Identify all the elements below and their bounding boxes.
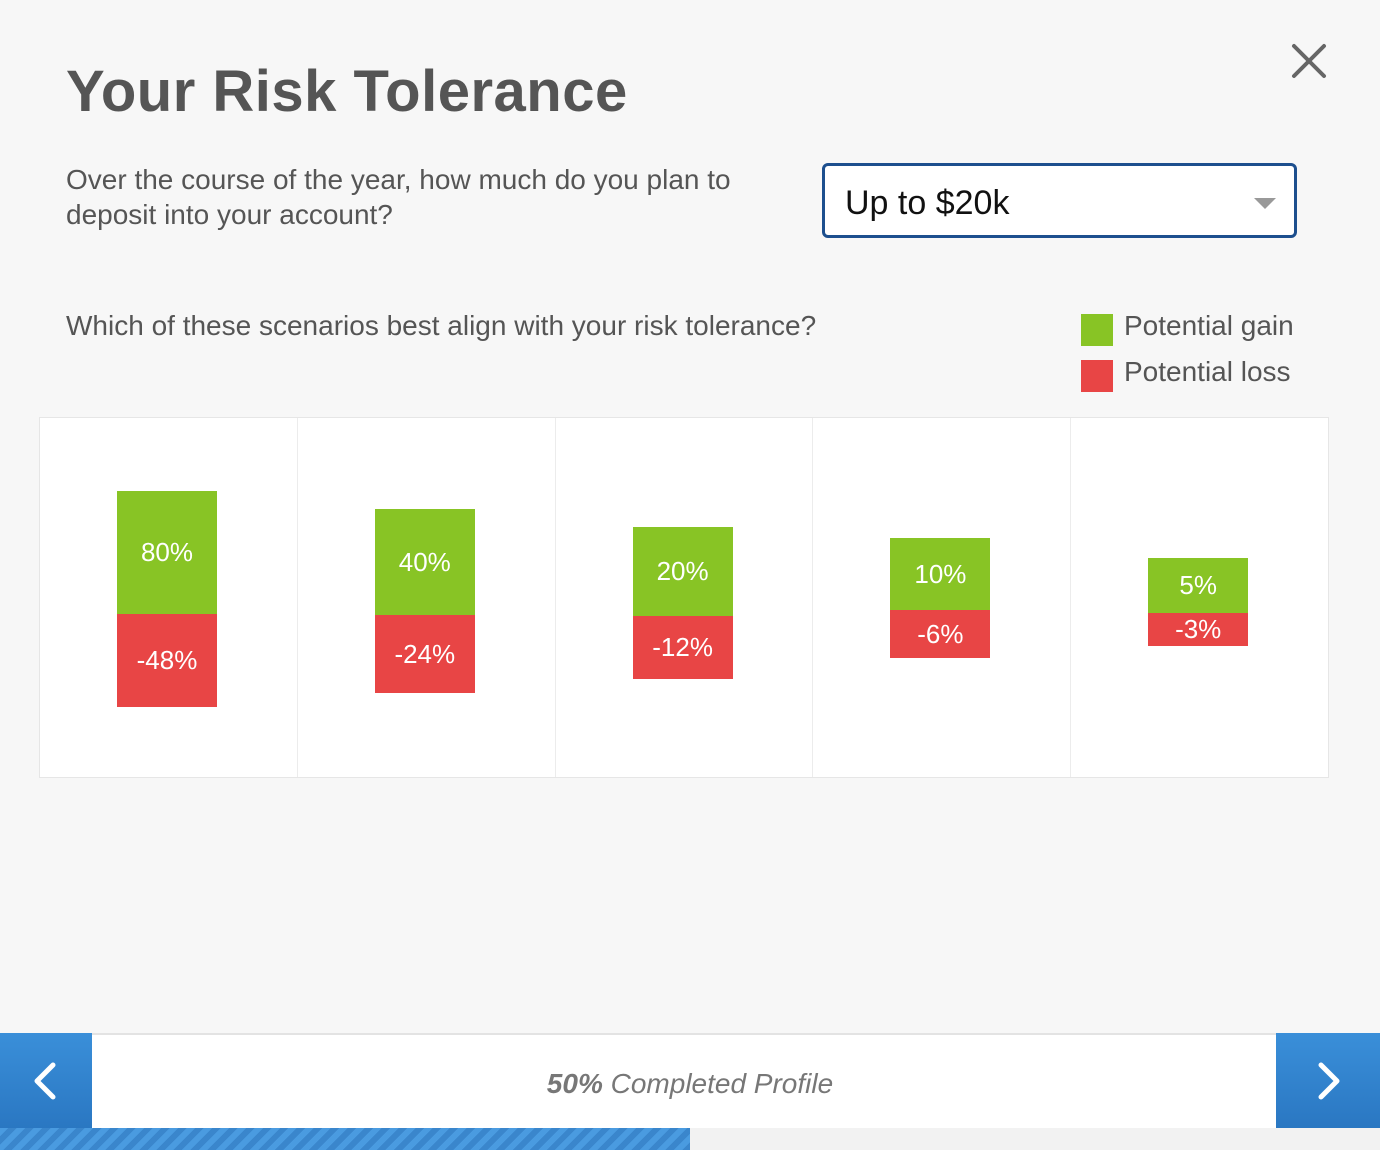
gain-bar: 10% bbox=[890, 538, 991, 610]
risk-question: Which of these scenarios best align with… bbox=[66, 310, 817, 341]
scenario-option-5[interactable]: 5% -3% bbox=[1071, 418, 1328, 777]
legend-label-gain: Potential gain bbox=[1124, 310, 1294, 341]
progress-percent: 50% bbox=[546, 1068, 603, 1099]
prev-button[interactable] bbox=[0, 1033, 92, 1128]
progress-bar bbox=[0, 1128, 1380, 1150]
legend-label-loss: Potential loss bbox=[1124, 356, 1291, 387]
loss-bar: -48% bbox=[117, 614, 217, 707]
legend-swatch-gain bbox=[1081, 314, 1113, 346]
loss-bar: -6% bbox=[890, 610, 991, 658]
loss-bar: -12% bbox=[632, 616, 733, 679]
progress-fill bbox=[0, 1128, 690, 1150]
scenario-option-2[interactable]: 40% -24% bbox=[298, 418, 556, 777]
close-icon bbox=[1292, 44, 1326, 78]
chevron-left-icon bbox=[34, 1062, 56, 1099]
scenario-option-4[interactable]: 10% -6% bbox=[813, 418, 1072, 777]
scenario-chart: 80% -48% 40% -24% 20% -12% 10% -6% 5% -3% bbox=[39, 417, 1329, 778]
progress-text: Completed Profile bbox=[610, 1068, 834, 1099]
chevron-right-icon bbox=[1318, 1062, 1340, 1099]
scenario-option-1[interactable]: 80% -48% bbox=[40, 418, 298, 777]
legend-swatch-loss bbox=[1081, 360, 1113, 392]
page-title: Your Risk Tolerance bbox=[66, 59, 628, 124]
gain-bar: 80% bbox=[117, 491, 217, 614]
deposit-question: Over the course of the year, how much do… bbox=[66, 164, 731, 230]
deposit-select[interactable]: Up to $20k bbox=[822, 163, 1297, 238]
loss-bar: -3% bbox=[1148, 613, 1249, 646]
deposit-select-value: Up to $20k bbox=[845, 184, 1010, 222]
gain-bar: 20% bbox=[632, 527, 733, 616]
footer-divider bbox=[0, 1033, 1380, 1035]
gain-bar: 40% bbox=[374, 509, 475, 615]
close-button[interactable] bbox=[1286, 38, 1332, 84]
progress-label: 50% Completed Profile bbox=[0, 1068, 1380, 1100]
gain-bar: 5% bbox=[1148, 558, 1249, 613]
loss-bar: -24% bbox=[374, 615, 475, 693]
scenario-option-3[interactable]: 20% -12% bbox=[556, 418, 814, 777]
chevron-down-icon bbox=[1254, 198, 1276, 209]
next-button[interactable] bbox=[1276, 1033, 1380, 1128]
